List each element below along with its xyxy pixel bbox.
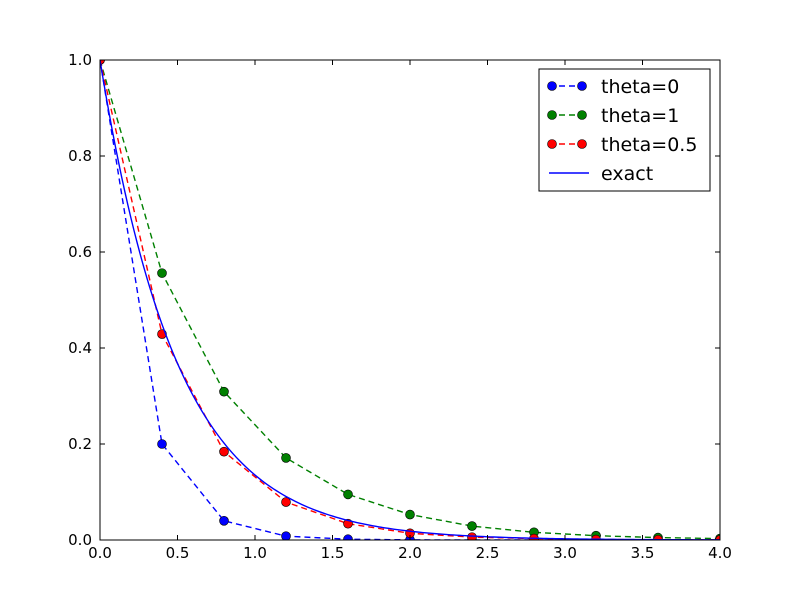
x-tick-label-2: 1.0 — [243, 544, 267, 562]
x-tick-label-7: 3.5 — [631, 544, 655, 562]
legend-label-0: theta=0 — [601, 76, 679, 98]
x-tick-label-0: 0.0 — [88, 544, 112, 562]
series-group — [100, 60, 720, 540]
data-point-0-1 — [157, 439, 167, 449]
x-tick-label-4: 2.0 — [398, 544, 422, 562]
axis-ticks: 0.0 0.5 1.0 1.5 2.0 2.5 3.0 3.5 4.0 0.0 0.2 0.4 0.6 0… — [68, 51, 732, 562]
legend-marker-left-2 — [547, 139, 557, 149]
data-point-1-1 — [157, 268, 167, 278]
legend-marker-right-2 — [577, 139, 587, 149]
data-point-0-2 — [219, 515, 229, 526]
y-tick-label-1: 0.2 — [68, 435, 92, 453]
data-point-1-4 — [343, 489, 353, 500]
x-tick-label-5: 2.5 — [476, 544, 500, 562]
legend-marker-left-0 — [547, 81, 557, 91]
y-tick-label-3: 0.6 — [68, 243, 92, 261]
legend-marker-left-1 — [547, 110, 557, 120]
legend-box — [538, 68, 711, 192]
data-point-2-2 — [219, 446, 229, 457]
legend-marker-right-0 — [577, 81, 587, 91]
data-point-0-3 — [281, 531, 291, 540]
legend-marker-right-1 — [577, 110, 587, 120]
legend-label-3: exact — [601, 163, 653, 185]
data-point-1-2 — [219, 386, 229, 397]
x-tick-label-1: 0.5 — [166, 544, 190, 562]
data-point-2-3 — [281, 497, 291, 507]
data-point-0-4 — [343, 534, 353, 540]
data-point-1-6 — [467, 521, 477, 531]
y-tick-label-4: 0.8 — [68, 147, 92, 165]
y-tick-label-0: 0.0 — [68, 531, 92, 549]
data-point-1-5 — [405, 509, 415, 520]
legend-label-1: theta=1 — [601, 105, 679, 127]
x-tick-label-3: 1.5 — [321, 544, 345, 562]
x-tick-label-6: 3.0 — [553, 544, 577, 562]
legend: theta=0 theta=1 theta=0.5 exact — [538, 68, 711, 192]
y-tick-label-5: 1.0 — [68, 51, 92, 69]
plot-area — [100, 60, 720, 540]
legend-label-2: theta=0.5 — [601, 134, 697, 156]
y-tick-label-2: 0.4 — [68, 339, 92, 357]
series-line-3 — [100, 60, 720, 540]
data-point-1-3 — [281, 453, 291, 463]
x-tick-label-8: 4.0 — [708, 544, 732, 562]
